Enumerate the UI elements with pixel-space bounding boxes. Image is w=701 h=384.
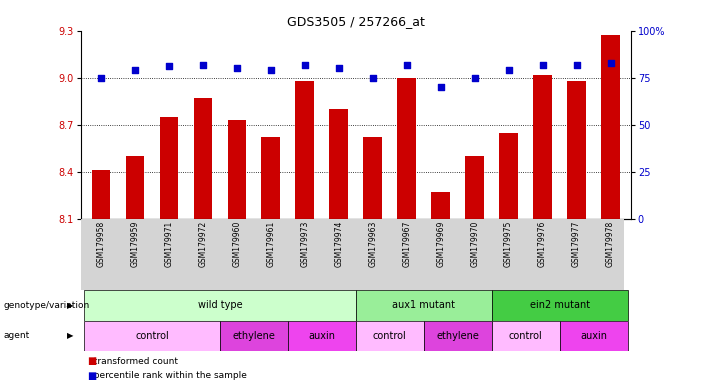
Point [163,63,175,70]
Bar [567,81,586,219]
Point [605,60,616,66]
Bar [288,321,356,351]
Bar [92,170,110,219]
Bar [160,117,178,219]
Point [537,61,548,68]
Text: ■: ■ [88,356,97,366]
Point [367,74,379,81]
Bar [601,35,620,219]
Text: genotype/variation: genotype/variation [4,301,90,310]
Text: wild type: wild type [198,300,243,310]
Text: ethylene: ethylene [436,331,479,341]
Bar [397,78,416,219]
Bar [261,137,280,219]
Point [95,74,107,81]
Bar [193,98,212,219]
Bar [491,321,559,351]
Text: ▶: ▶ [67,331,74,341]
Text: GSM179976: GSM179976 [538,221,547,267]
Bar [356,290,491,321]
Point [130,67,141,73]
Point [435,84,447,90]
Text: aux1 mutant: aux1 mutant [392,300,455,310]
Bar [84,290,356,321]
Text: GSM179974: GSM179974 [334,221,343,267]
Text: ■: ■ [88,371,97,381]
Bar [228,120,246,219]
Point [571,61,582,68]
Text: auxin: auxin [580,331,607,341]
Bar [499,132,518,219]
Point [333,65,344,71]
Text: auxin: auxin [308,331,335,341]
Point [299,61,311,68]
Title: GDS3505 / 257266_at: GDS3505 / 257266_at [287,15,425,28]
Bar [295,81,314,219]
Text: percentile rank within the sample: percentile rank within the sample [88,371,247,380]
Text: GSM179971: GSM179971 [165,221,173,267]
Text: ▶: ▶ [67,301,74,310]
Bar [431,192,450,219]
Text: GSM179972: GSM179972 [198,221,207,267]
Text: GSM179975: GSM179975 [504,221,513,267]
Text: GSM179961: GSM179961 [266,221,275,267]
Text: control: control [509,331,543,341]
Text: ethylene: ethylene [233,331,275,341]
Bar [559,321,627,351]
Point [197,61,208,68]
Bar [125,156,144,219]
Text: ein2 mutant: ein2 mutant [529,300,590,310]
Text: GSM179977: GSM179977 [572,221,581,267]
Text: GSM179963: GSM179963 [368,221,377,267]
Text: control: control [135,331,169,341]
Text: GSM179958: GSM179958 [97,221,105,267]
Point [503,67,515,73]
Point [469,74,480,81]
Text: GSM179970: GSM179970 [470,221,479,267]
Bar [363,137,382,219]
Text: GSM179969: GSM179969 [436,221,445,267]
Bar [533,74,552,219]
Point [401,61,412,68]
Bar [220,321,288,351]
Text: GSM179978: GSM179978 [606,221,615,267]
Text: GSM179967: GSM179967 [402,221,411,267]
Point [231,65,243,71]
Bar [491,290,627,321]
Point [265,67,276,73]
Bar [84,321,220,351]
Bar [329,109,348,219]
Bar [423,321,491,351]
Text: GSM179960: GSM179960 [232,221,241,267]
Text: agent: agent [4,331,29,341]
Bar [465,156,484,219]
Text: GSM179959: GSM179959 [130,221,139,267]
Text: control: control [373,331,407,341]
Text: transformed count: transformed count [88,357,177,366]
Bar [356,321,423,351]
Text: GSM179973: GSM179973 [300,221,309,267]
